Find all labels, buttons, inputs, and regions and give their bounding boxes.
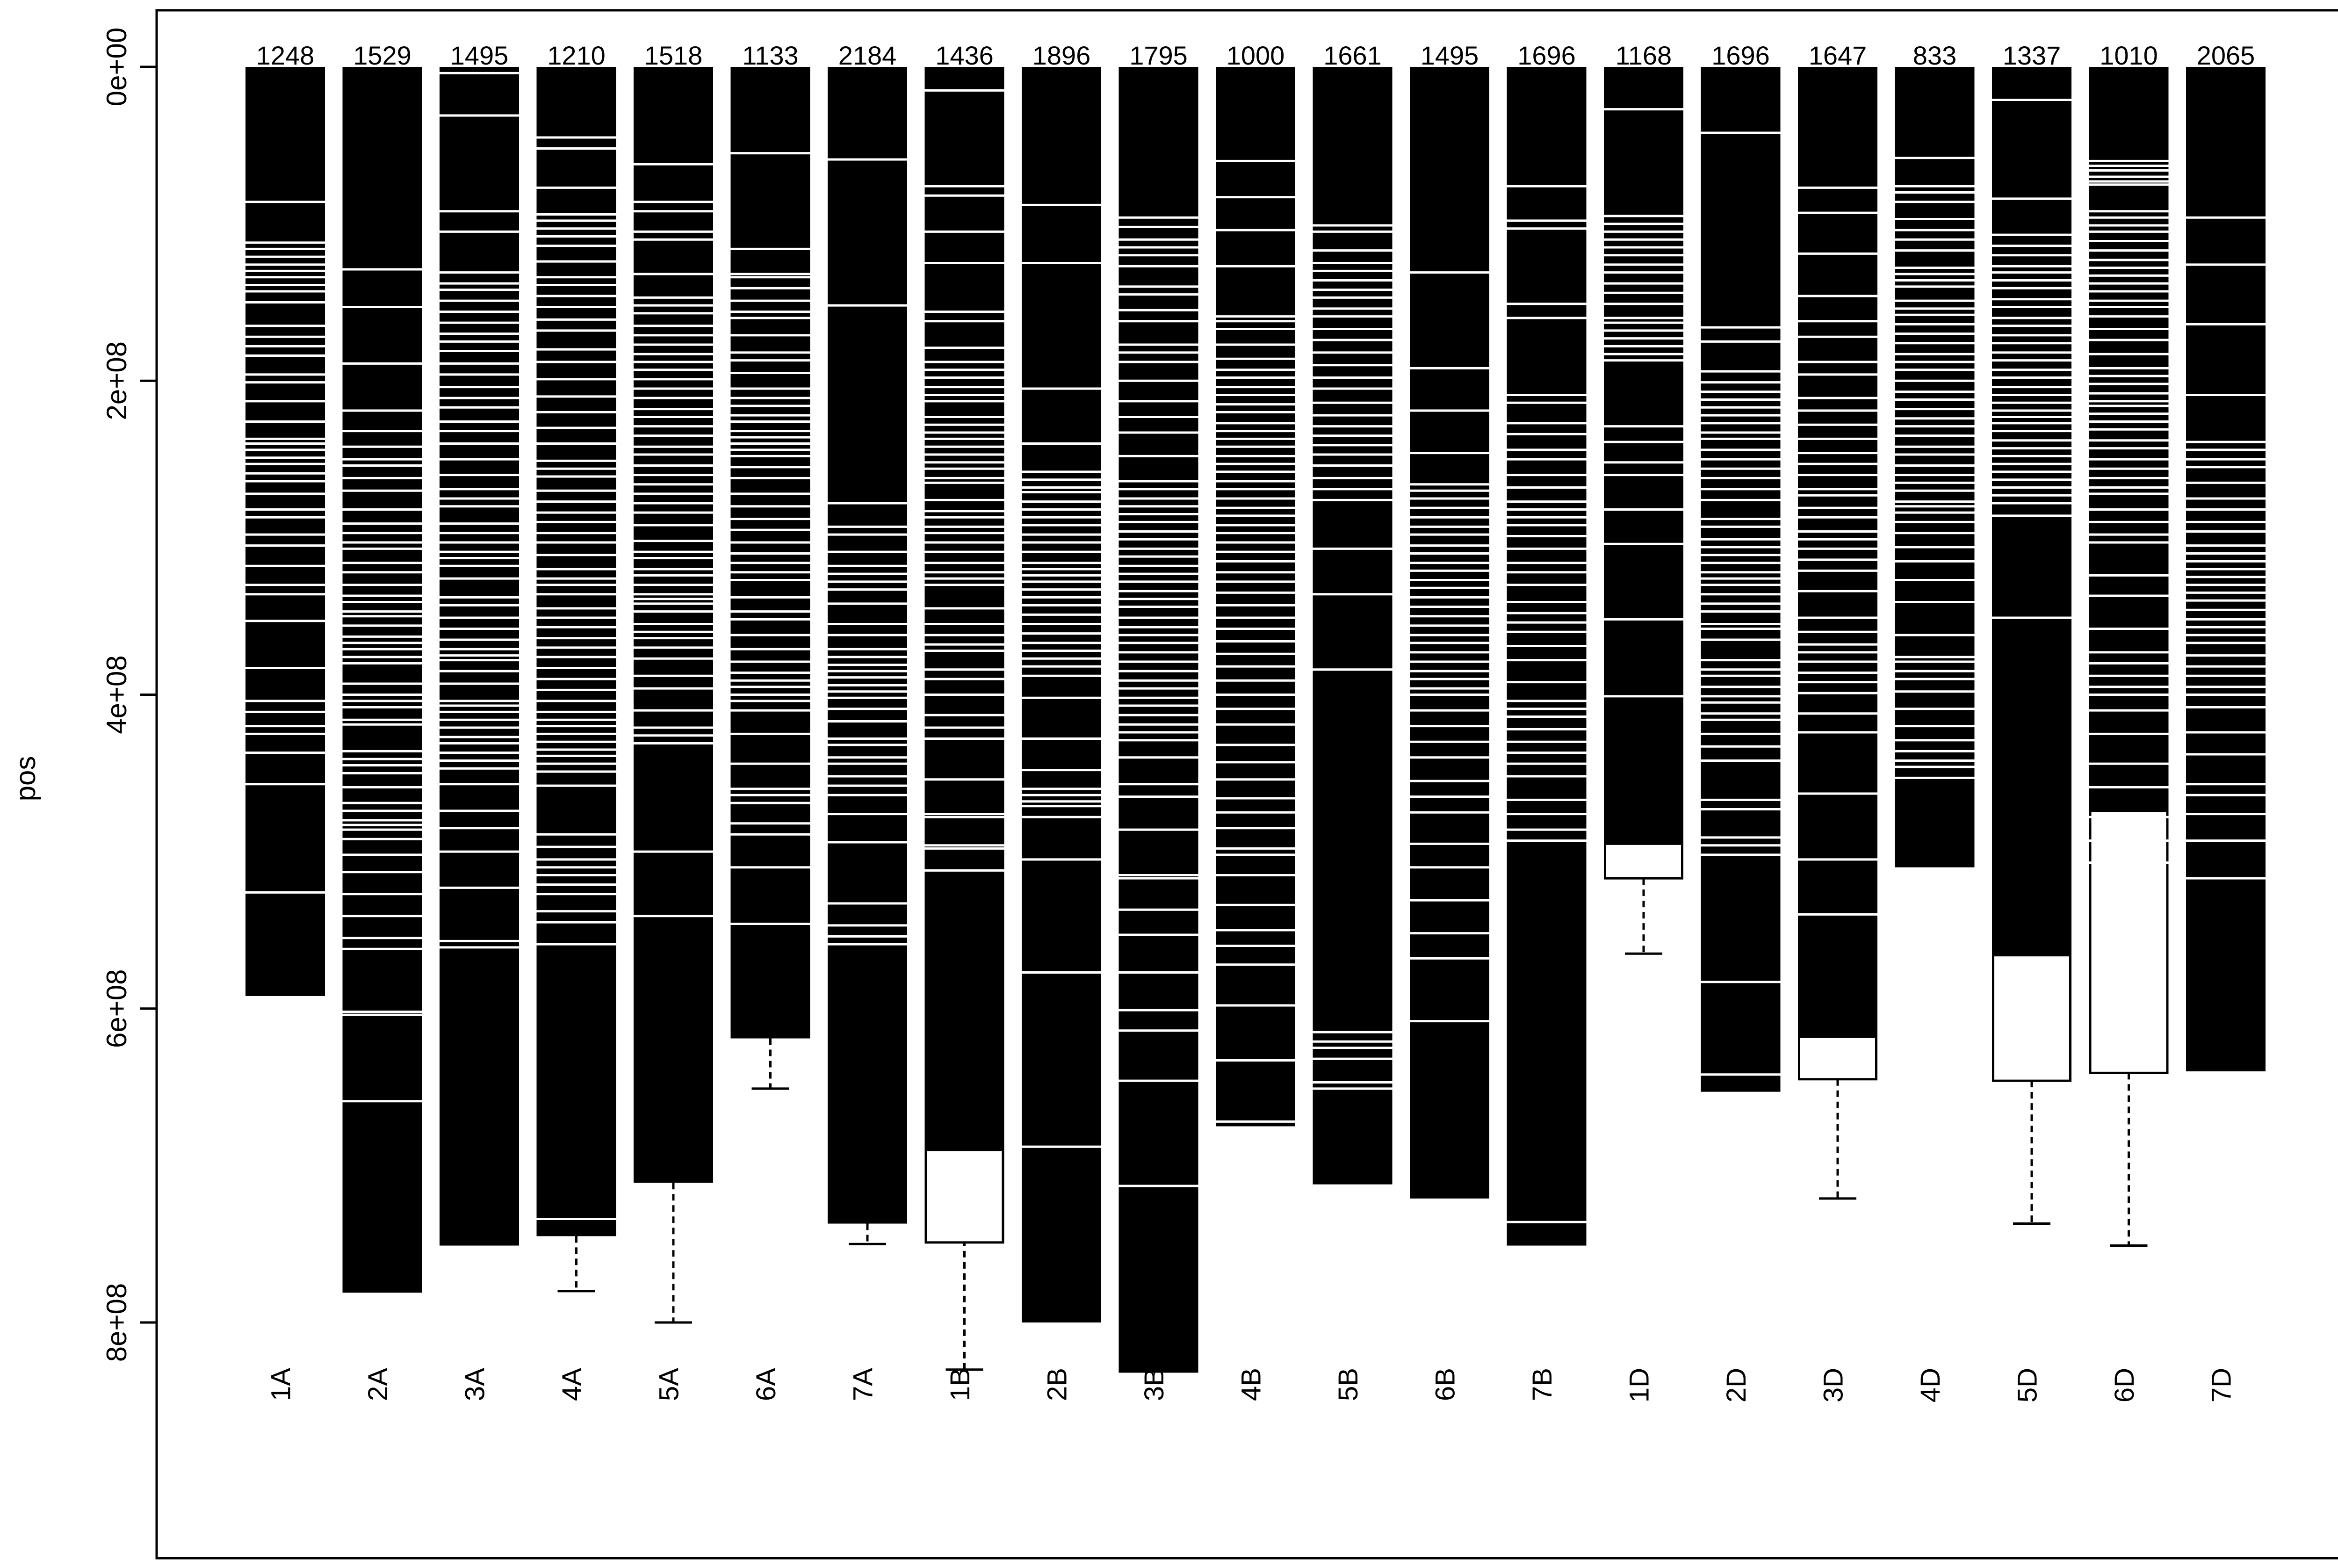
category-label: 5D — [2012, 1368, 2042, 1402]
density-box — [1216, 67, 1295, 1127]
chromosome-column-6D: 1010 6D — [2089, 41, 2169, 1402]
chromosome-column-5D: 1337 5D — [1992, 41, 2071, 1402]
y-tick-label: 0e+00 — [101, 28, 132, 107]
chromosome-column-6A: 1133 6A — [730, 41, 810, 1401]
density-box — [1118, 67, 1198, 1373]
category-label: 4B — [1236, 1368, 1266, 1401]
category-label: 7D — [2206, 1368, 2237, 1402]
category-label: 5B — [1333, 1368, 1364, 1401]
category-label: 7A — [848, 1368, 878, 1401]
count-label: 1000 — [1227, 41, 1285, 70]
count-label: 1518 — [644, 41, 703, 70]
density-box — [342, 67, 422, 1293]
count-label: 1210 — [547, 41, 606, 70]
count-label: 1248 — [256, 41, 315, 70]
chromosome-column-2B: 1896 2B — [1022, 41, 1101, 1401]
count-label: 2184 — [838, 41, 897, 70]
density-box — [1313, 67, 1393, 1185]
count-label: 1168 — [1616, 41, 1672, 70]
count-label: 1337 — [2003, 41, 2061, 70]
count-label: 1661 — [1323, 41, 1382, 70]
box-tail — [1992, 954, 2071, 1082]
count-label: 1133 — [742, 41, 798, 70]
chromosome-column-5A: 1518 5A — [634, 41, 713, 1401]
density-box — [1604, 67, 1683, 844]
count-label: 1010 — [2100, 41, 2158, 70]
chromosome-column-1B: 1436 1B — [924, 41, 1004, 1401]
y-tick-label: 2e+08 — [101, 341, 132, 420]
y-axis-title: pos — [10, 756, 41, 802]
category-label: 1A — [266, 1368, 296, 1401]
density-box — [1798, 67, 1877, 1037]
chromosome-column-3B: 1795 3B — [1118, 41, 1198, 1401]
box-tail — [1604, 842, 1683, 880]
density-box — [1895, 67, 1975, 867]
chromosome-column-7A: 2184 7A — [828, 41, 907, 1401]
chromosome-column-4D: 833 4D — [1895, 41, 1975, 1402]
category-label: 2D — [1721, 1368, 1752, 1402]
category-label: 2B — [1042, 1368, 1072, 1401]
chromosome-column-4B: 1000 4B — [1216, 41, 1295, 1401]
count-label: 1696 — [1711, 41, 1770, 70]
density-box — [2089, 67, 2169, 811]
count-label: 833 — [1913, 41, 1956, 70]
category-label: 4D — [1915, 1368, 1946, 1402]
chromosome-column-2D: 1696 2D — [1701, 41, 1781, 1402]
category-label: 4A — [557, 1368, 587, 1401]
y-tick-label: 8e+08 — [101, 1283, 132, 1362]
density-box — [1022, 67, 1101, 1322]
category-label: 3B — [1139, 1368, 1169, 1401]
category-label: 1D — [1624, 1368, 1654, 1402]
y-axis: 0e+00 2e+08 4e+08 6e+08 8e+08 — [101, 28, 157, 1362]
density-box — [1410, 67, 1489, 1199]
count-label: 1647 — [1809, 41, 1867, 70]
count-label: 1495 — [450, 41, 509, 70]
chromosome-column-2A: 1529 2A — [342, 41, 422, 1401]
box-tail — [1798, 1035, 1877, 1081]
chromosome-column-4A: 1210 4A — [536, 41, 616, 1401]
chromosome-columns: 1248 1A 1529 2A 1495 3A 1210 4A 1518 5A 1133 6A 2184… — [245, 41, 2266, 1402]
chromosome-column-1D: 1168 1D — [1604, 41, 1683, 1402]
count-label: 1529 — [353, 41, 411, 70]
count-label: 1495 — [1421, 41, 1479, 70]
category-label: 7B — [1527, 1368, 1558, 1401]
chromosome-column-6B: 1495 6B — [1410, 41, 1489, 1401]
category-label: 1B — [945, 1368, 975, 1401]
box-tail — [2089, 809, 2169, 1074]
count-label: 1696 — [1517, 41, 1576, 70]
density-box — [245, 67, 325, 996]
chromosome-column-3A: 1495 3A — [440, 41, 519, 1401]
chromosome-column-3D: 1647 3D — [1798, 41, 1877, 1402]
density-box — [536, 67, 616, 1236]
chromosome-column-7D: 2065 7D — [2186, 41, 2266, 1402]
box-tail — [924, 1149, 1004, 1244]
chromosome-column-1A: 1248 1A — [245, 41, 325, 1401]
count-label: 1795 — [1129, 41, 1188, 70]
category-label: 2A — [363, 1368, 393, 1401]
y-tick-label: 4e+08 — [101, 655, 132, 734]
count-label: 2065 — [2197, 41, 2255, 70]
category-label: 3D — [1818, 1368, 1848, 1402]
chromosome-column-7B: 1696 7B — [1507, 41, 1587, 1401]
category-label: 3A — [460, 1368, 490, 1401]
category-label: 6D — [2109, 1368, 2140, 1402]
density-box — [1507, 67, 1587, 1246]
y-tick-label: 6e+08 — [101, 969, 132, 1048]
category-label: 6B — [1430, 1368, 1460, 1401]
density-box — [828, 67, 907, 1224]
category-label: 6A — [751, 1368, 781, 1401]
category-label: 5A — [654, 1368, 684, 1401]
density-box — [1992, 67, 2071, 955]
count-label: 1896 — [1032, 41, 1091, 70]
chromosome-column-5B: 1661 5B — [1313, 41, 1393, 1401]
count-label: 1436 — [935, 41, 994, 70]
